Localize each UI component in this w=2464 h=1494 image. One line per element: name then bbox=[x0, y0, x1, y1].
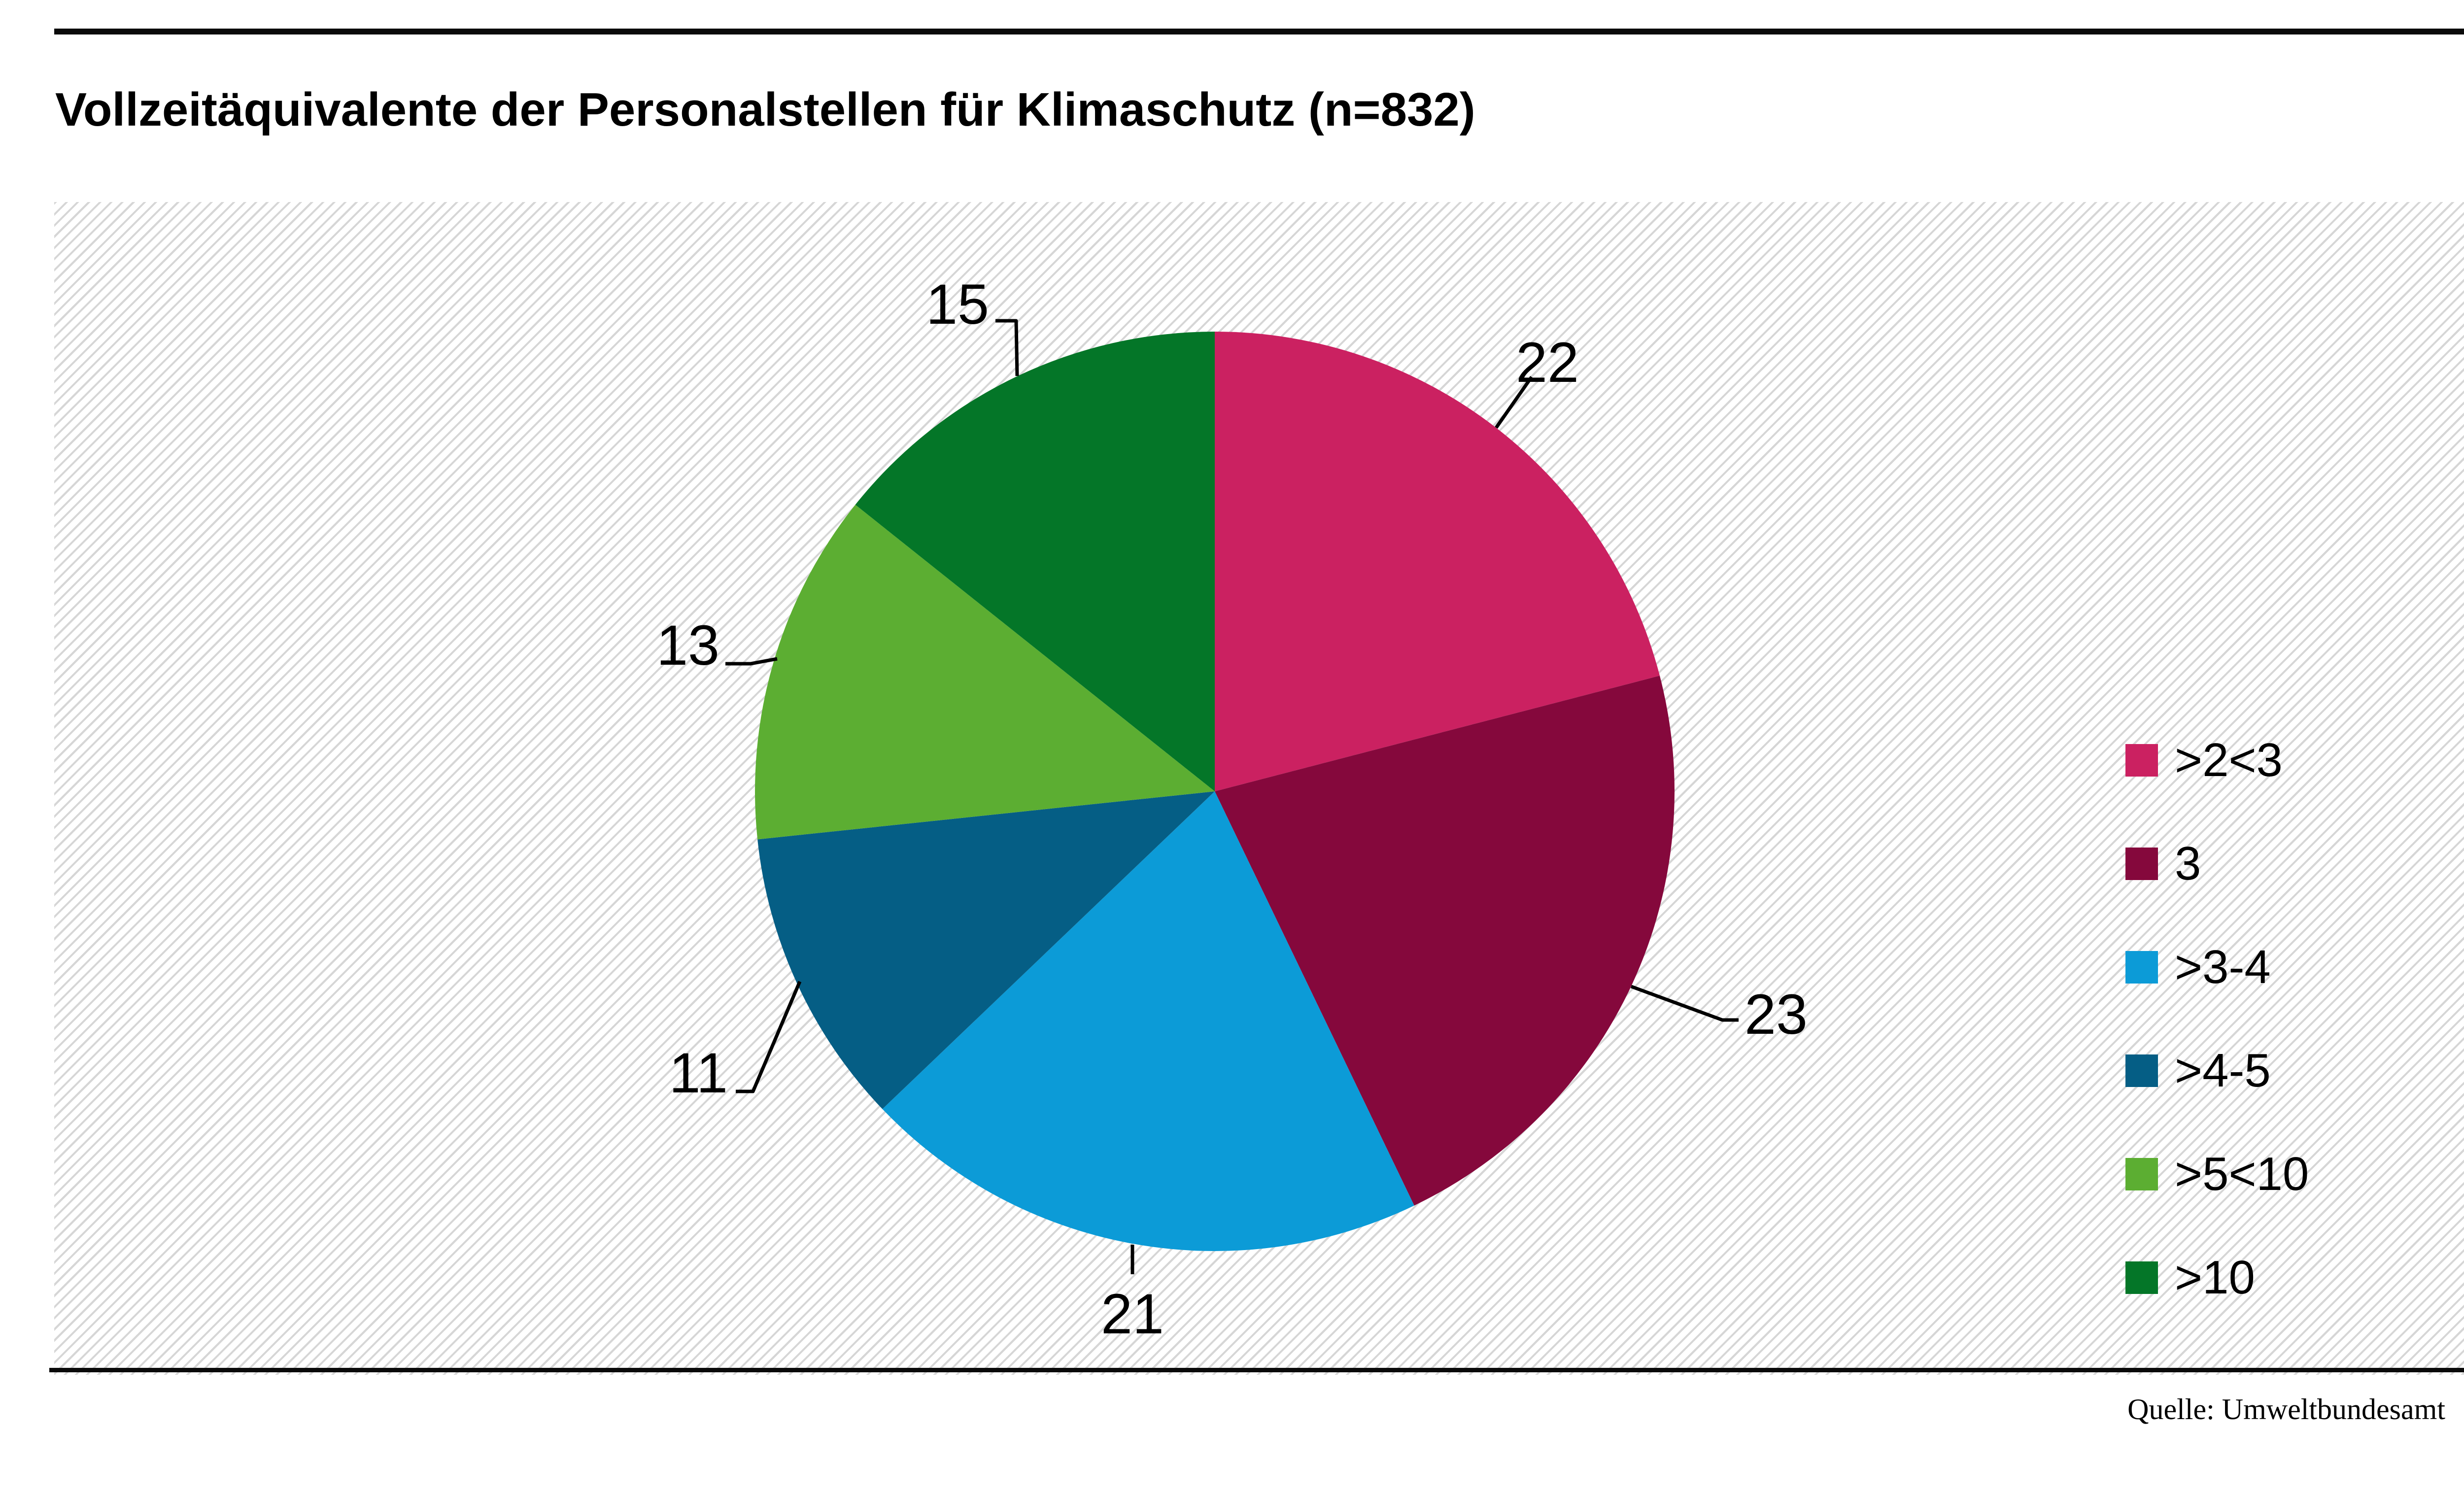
slice-leader-line bbox=[995, 319, 1019, 376]
top-divider-bar bbox=[54, 29, 2464, 34]
pie-slice-4 bbox=[757, 791, 1215, 1109]
legend-swatch-icon bbox=[2125, 1261, 2158, 1294]
slice-value-label: 21 bbox=[1101, 1283, 1164, 1346]
legend-item: >2<3 bbox=[2125, 737, 2464, 784]
chart-legend: >2<3 3 >3-4 >4-5 >5<10 >10 bbox=[2125, 737, 2464, 1301]
slice-leader-line bbox=[725, 657, 778, 666]
legend-swatch-icon bbox=[2125, 744, 2158, 777]
pie-slice-5 bbox=[754, 505, 1215, 840]
slice-value-label: 11 bbox=[669, 1042, 728, 1105]
pie-slice-3 bbox=[882, 791, 1414, 1252]
pie-slice-1 bbox=[1215, 332, 1660, 791]
bottom-divider-line bbox=[49, 1368, 2464, 1372]
legend-item-label: >4-5 bbox=[2175, 1044, 2271, 1097]
legend-item-label: >5<10 bbox=[2175, 1148, 2309, 1200]
legend-swatch-icon bbox=[2125, 951, 2158, 984]
chart-title: Vollzeitäquivalente der Personalstellen … bbox=[55, 83, 1475, 136]
legend-swatch-icon bbox=[2125, 848, 2158, 880]
slice-value-label: 13 bbox=[656, 614, 719, 677]
legend-swatch-icon bbox=[2125, 1054, 2158, 1087]
slice-leader-line bbox=[1495, 375, 1533, 429]
legend-swatch-icon bbox=[2125, 1158, 2158, 1190]
legend-item-label: >2<3 bbox=[2175, 734, 2283, 786]
legend-item: >4-5 bbox=[2125, 1047, 2464, 1094]
legend-item: >3-4 bbox=[2125, 944, 2464, 991]
pie-slice-2 bbox=[1215, 676, 1675, 1206]
legend-item: >5<10 bbox=[2125, 1151, 2464, 1198]
slice-value-label: 15 bbox=[926, 273, 989, 336]
source-attribution: Quelle: Umweltbundesamt bbox=[2127, 1393, 2445, 1426]
legend-item-label: 3 bbox=[2175, 837, 2201, 890]
legend-item-label: >10 bbox=[2175, 1251, 2255, 1304]
pie-slice-6 bbox=[855, 332, 1215, 791]
slice-leader-line bbox=[736, 981, 802, 1093]
slice-value-label: 23 bbox=[1745, 983, 1808, 1046]
legend-item: 3 bbox=[2125, 840, 2464, 887]
slice-value-label: 22 bbox=[1516, 331, 1579, 394]
legend-item: >10 bbox=[2125, 1254, 2464, 1301]
legend-item-label: >3-4 bbox=[2175, 941, 2271, 993]
slice-leader-line bbox=[1630, 985, 1739, 1022]
